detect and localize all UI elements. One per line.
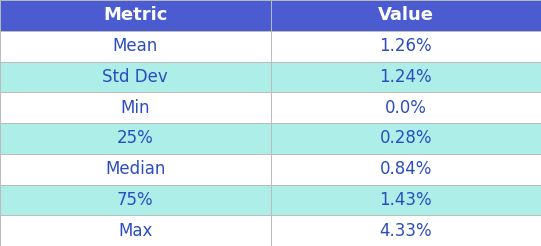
Bar — [270, 154, 541, 184]
Text: Min: Min — [121, 99, 150, 117]
Text: 4.33%: 4.33% — [379, 222, 432, 240]
Text: 0.0%: 0.0% — [385, 99, 427, 117]
Bar — [0, 215, 270, 246]
Bar — [270, 184, 541, 215]
Bar — [270, 0, 541, 31]
Text: 1.26%: 1.26% — [379, 37, 432, 55]
Text: Median: Median — [105, 160, 166, 178]
Bar — [270, 215, 541, 246]
Bar — [0, 92, 270, 123]
Text: Metric: Metric — [103, 6, 167, 24]
Text: 0.84%: 0.84% — [380, 160, 432, 178]
Text: 0.28%: 0.28% — [379, 129, 432, 147]
Text: 25%: 25% — [117, 129, 154, 147]
Text: 1.24%: 1.24% — [379, 68, 432, 86]
Text: Value: Value — [378, 6, 434, 24]
Bar — [270, 31, 541, 62]
Text: Max: Max — [118, 222, 153, 240]
Bar — [0, 62, 270, 92]
Bar — [270, 92, 541, 123]
Bar — [0, 31, 270, 62]
Bar — [270, 123, 541, 154]
Text: Mean: Mean — [113, 37, 158, 55]
Text: 1.43%: 1.43% — [379, 191, 432, 209]
Bar — [0, 0, 270, 31]
Bar — [0, 184, 270, 215]
Text: Std Dev: Std Dev — [102, 68, 168, 86]
Bar — [0, 154, 270, 184]
Bar — [270, 62, 541, 92]
Bar — [0, 123, 270, 154]
Text: 75%: 75% — [117, 191, 154, 209]
